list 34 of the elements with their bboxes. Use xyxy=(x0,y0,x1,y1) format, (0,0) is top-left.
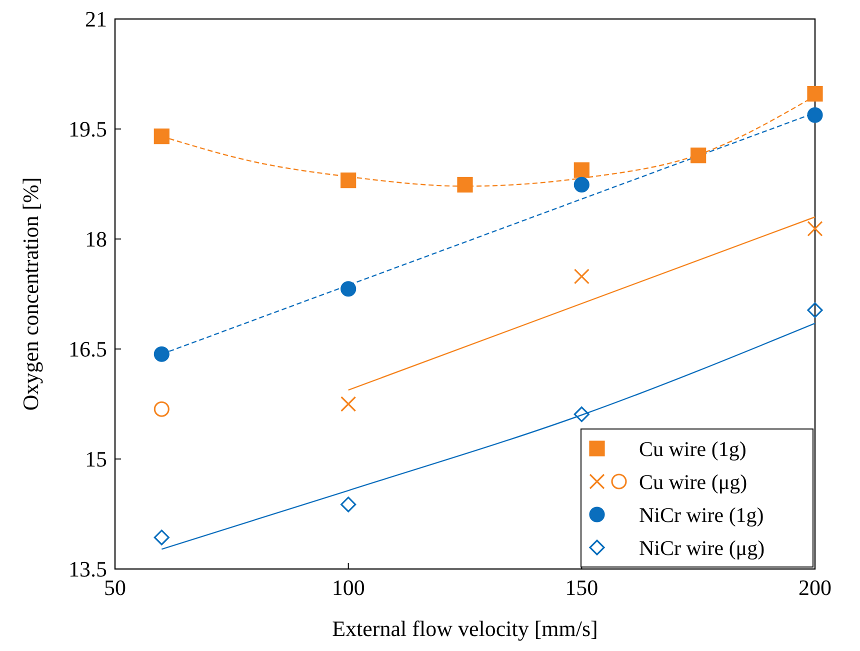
point xyxy=(154,401,170,417)
legend-label: NiCr wire (1g) xyxy=(639,502,764,527)
point xyxy=(807,107,823,123)
point xyxy=(340,496,356,512)
legend-label: Cu wire (μg) xyxy=(639,470,748,494)
point xyxy=(574,268,590,284)
y-tick-label: 19.5 xyxy=(68,116,107,142)
point xyxy=(807,86,823,102)
y-tick-label: 16.5 xyxy=(68,336,107,362)
x-tick-label: 50 xyxy=(104,575,126,600)
legend-label: NiCr wire (μg) xyxy=(639,536,765,560)
point xyxy=(154,128,170,144)
x-tick-label: 200 xyxy=(798,575,832,600)
x-tick-label: 150 xyxy=(565,575,598,600)
legend-label: Cu wire (1g) xyxy=(639,436,746,461)
point xyxy=(574,406,590,422)
y-tick-label: 21 xyxy=(85,6,107,32)
y-tick-label: 15 xyxy=(85,446,107,472)
point xyxy=(340,281,356,297)
y-tick-label: 13.5 xyxy=(68,556,107,582)
x-axis-title: External flow velocity [mm/s] xyxy=(332,616,598,641)
point xyxy=(154,530,170,546)
y-tick-label: 18 xyxy=(85,226,107,252)
point xyxy=(574,176,590,193)
point xyxy=(690,148,706,164)
point xyxy=(807,302,823,318)
point xyxy=(574,162,590,178)
point xyxy=(340,396,356,412)
point xyxy=(807,220,823,237)
point xyxy=(340,172,356,188)
point xyxy=(457,176,473,193)
x-tick-label: 100 xyxy=(332,575,365,600)
y-axis-title: Oxygen concentration [%] xyxy=(18,177,43,411)
point xyxy=(154,346,170,362)
